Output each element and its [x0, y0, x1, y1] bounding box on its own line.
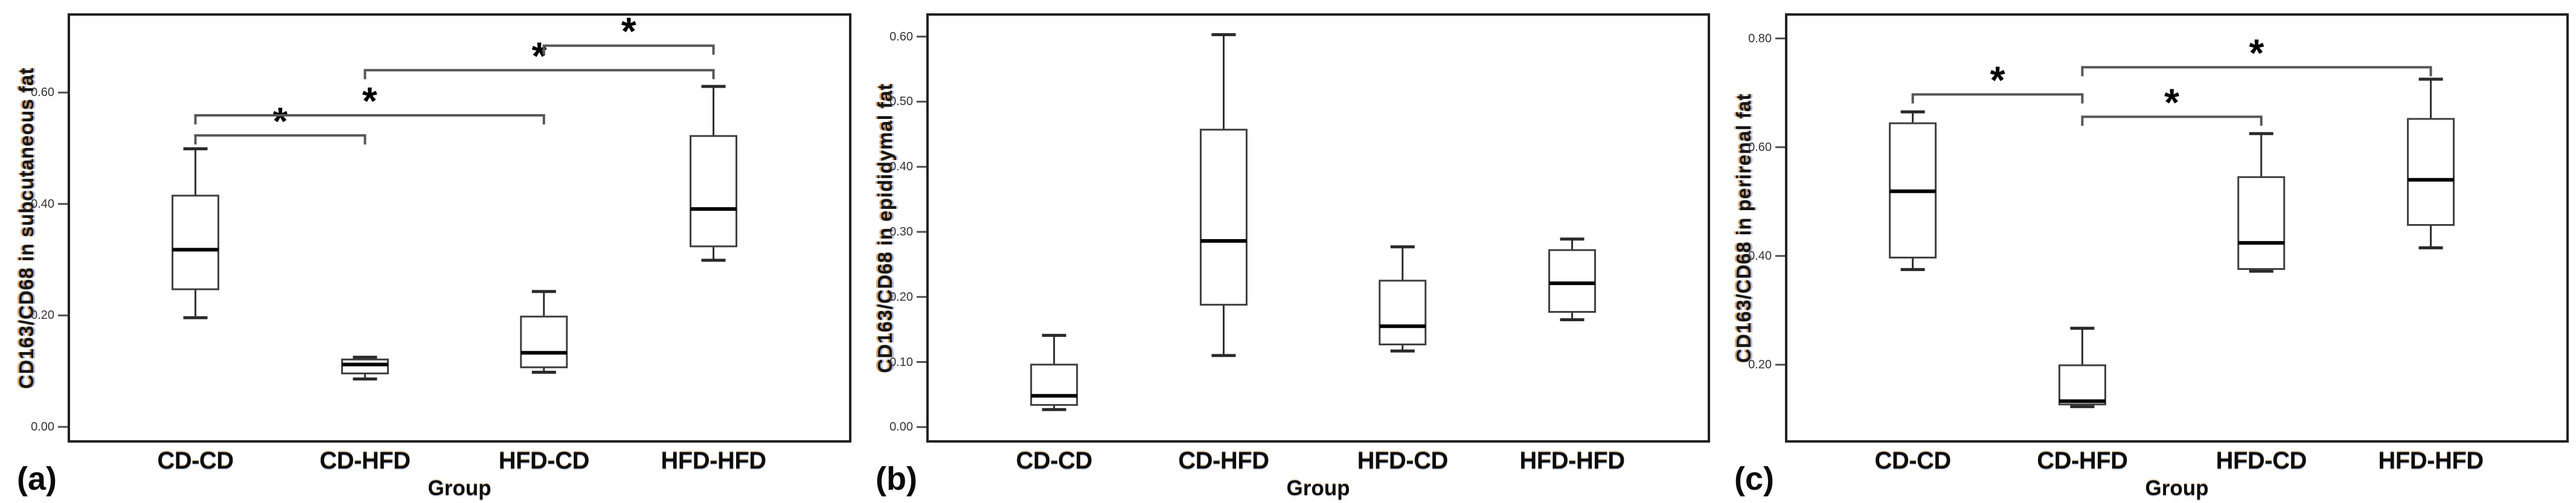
y-tick-label: 0.40 — [889, 160, 913, 174]
panel-a: * * * * CD163/CD68 in subcutaneous fat 0.00… — [0, 0, 859, 503]
y-tick-label: 0.20 — [31, 309, 54, 322]
significance-bracket-CD-CD-HFD-CD: * — [194, 79, 545, 125]
significance-bracket-HFD-CD-HFD-HFD: * — [542, 10, 715, 55]
significance-marker: * — [273, 99, 288, 143]
panel-letter: (c) — [1734, 461, 1774, 497]
box-HFD-HFD — [1548, 237, 1597, 321]
boxplot-perirenal-fat: * * * — [1775, 13, 2569, 443]
y-axis-title: CD163/CD68 in perirenal fat — [1732, 93, 1755, 364]
y-tick-label: 0.30 — [889, 225, 913, 239]
x-category-label-CD-CD: CD-CD — [1016, 447, 1092, 474]
significance-bracket-CD-CD-CD-HFD: * — [1911, 58, 2084, 104]
significance-marker: * — [2164, 80, 2179, 124]
box-CD-CD — [1889, 110, 1937, 271]
y-tick-label: 0.60 — [889, 30, 913, 43]
panel-c: * * * CD163/CD68 in perirenal fat 0.20 0.40… — [1717, 0, 2576, 503]
x-category-label-HFD-CD: HFD-CD — [498, 447, 590, 474]
y-tick-label: 0.60 — [1748, 140, 1772, 154]
x-category-label-HFD-HFD: HFD-HFD — [1519, 447, 1625, 474]
y-tick-label: 0.60 — [31, 86, 54, 100]
x-category-label-HFD-HFD: HFD-HFD — [661, 447, 766, 474]
x-category-label-CD-HFD: CD-HFD — [1178, 447, 1269, 474]
panel-letter: (b) — [876, 461, 917, 497]
y-tick-label: 0.00 — [889, 420, 913, 434]
box-CD-CD — [1030, 333, 1078, 411]
box-HFD-CD — [2237, 132, 2286, 273]
y-tick-label: 0.20 — [1748, 358, 1772, 371]
box-CD-HFD — [2058, 327, 2106, 408]
y-tick-label: 0.10 — [889, 355, 913, 369]
x-category-label-CD-HFD: CD-HFD — [2037, 447, 2128, 474]
box-HFD-CD — [1379, 245, 1427, 353]
x-category-label-HFD-HFD: HFD-HFD — [2378, 447, 2484, 474]
box-HFD-HFD — [690, 85, 738, 262]
x-category-label-HFD-CD: HFD-CD — [1357, 447, 1449, 474]
y-tick-label: 0.00 — [31, 420, 54, 434]
significance-marker: * — [362, 79, 377, 123]
box-CD-HFD — [1199, 33, 1248, 357]
y-axis-title: CD163/CD68 in subcutaneous fat — [15, 67, 37, 389]
significance-bracket-CD-HFD-HFD-HFD: * — [2081, 31, 2432, 77]
box-CD-HFD — [341, 356, 389, 381]
x-category-label-CD-HFD: CD-HFD — [319, 447, 411, 474]
plot-frame — [68, 13, 851, 443]
x-axis-title: Group — [428, 476, 492, 500]
panel-letter: (a) — [17, 461, 57, 497]
x-axis-title: Group — [1286, 476, 1350, 500]
x-category-label-HFD-CD: HFD-CD — [2216, 447, 2307, 474]
x-category-label-CD-CD: CD-CD — [157, 447, 234, 474]
x-category-label-CD-CD: CD-CD — [1874, 447, 1951, 474]
plot-frame — [926, 13, 1710, 443]
boxplot-subcutaneous-fat: * * * * — [58, 10, 851, 443]
y-tick-label: 0.40 — [1748, 249, 1772, 263]
y-tick-label: 0.20 — [889, 290, 913, 304]
y-tick-label: 0.50 — [889, 95, 913, 109]
significance-marker: * — [2249, 31, 2264, 74]
box-HFD-CD — [520, 290, 568, 374]
significance-bracket-CD-HFD-HFD-CD: * — [2081, 80, 2263, 126]
significance-marker: * — [532, 34, 547, 77]
y-tick-label: 0.40 — [31, 197, 54, 211]
plot-frame — [1785, 13, 2569, 443]
x-axis-title: Group — [2145, 476, 2209, 500]
boxplot-epididymal-fat — [917, 13, 1710, 443]
panel-b: CD163/CD68 in epididymal fat 0.00 0.10 0.2… — [859, 0, 1717, 503]
y-tick-label: 0.80 — [1748, 31, 1772, 45]
significance-marker: * — [1990, 58, 2005, 101]
significance-bracket-CD-HFD-HFD-HFD: * — [364, 34, 715, 80]
box-CD-CD — [171, 147, 220, 319]
significance-bracket-CD-CD-CD-HFD: * — [194, 99, 367, 145]
significance-marker: * — [621, 10, 636, 53]
box-HFD-HFD — [2407, 77, 2455, 249]
